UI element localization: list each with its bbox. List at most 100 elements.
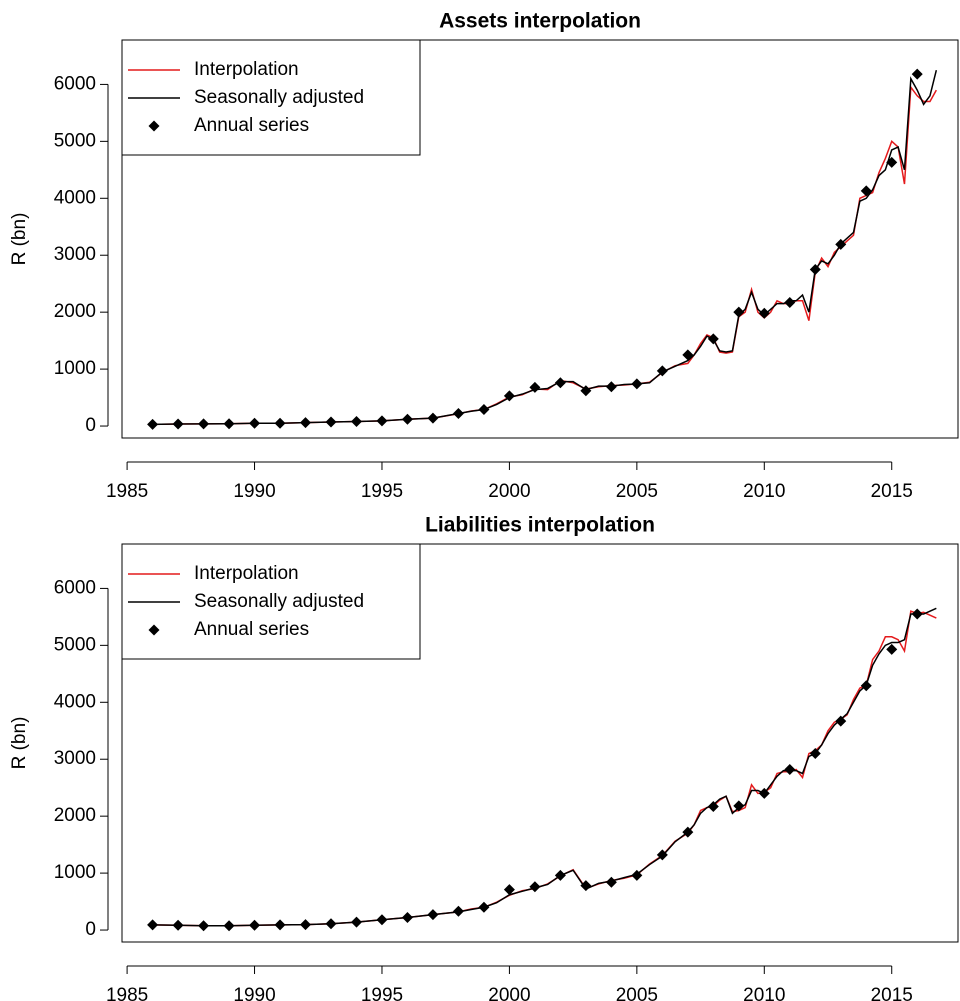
panel: Liabilities interpolation 0 1000 2000 3000 40… bbox=[9, 514, 959, 1001]
legend-label: Annual series bbox=[194, 115, 309, 136]
annual-point bbox=[376, 415, 388, 427]
annual-point bbox=[656, 849, 668, 861]
annual-point bbox=[580, 880, 592, 892]
annual-point bbox=[503, 884, 515, 896]
annual-point bbox=[682, 826, 694, 838]
annual-point bbox=[605, 876, 617, 888]
y-tick-label: 5000 bbox=[54, 634, 96, 655]
annual-point bbox=[223, 418, 235, 430]
x-tick-label: 2015 bbox=[871, 481, 913, 502]
annual-point bbox=[631, 869, 643, 881]
annual-point bbox=[300, 919, 312, 931]
annual-point bbox=[656, 365, 668, 377]
annual-point bbox=[835, 238, 847, 250]
annual-point bbox=[886, 156, 898, 168]
y-tick-label: 0 bbox=[85, 415, 96, 436]
annual-point bbox=[452, 905, 464, 917]
x-tick-label: 2000 bbox=[488, 481, 530, 502]
plot-frame bbox=[121, 543, 959, 943]
annual-point bbox=[707, 333, 719, 345]
annual-point bbox=[172, 418, 184, 430]
y-axis-label: R (bn) bbox=[9, 717, 30, 770]
x-tick-label: 2010 bbox=[743, 985, 785, 1001]
annual-point bbox=[350, 415, 362, 427]
y-tick-label: 6000 bbox=[54, 577, 96, 598]
annual-point bbox=[198, 418, 210, 430]
annual-point bbox=[325, 416, 337, 428]
annual-point bbox=[529, 381, 541, 393]
y-tick-label: 4000 bbox=[54, 691, 96, 712]
annual-point bbox=[733, 306, 745, 318]
annual-point bbox=[401, 912, 413, 924]
annual-point bbox=[478, 404, 490, 416]
y-tick-label: 1000 bbox=[54, 358, 96, 379]
x-tick-label: 1995 bbox=[361, 985, 403, 1001]
annual-point bbox=[274, 919, 286, 931]
annual-point bbox=[325, 918, 337, 930]
annual-point bbox=[172, 919, 184, 931]
annual-point bbox=[401, 413, 413, 425]
annual-point bbox=[427, 412, 439, 424]
x-tick-label: 1985 bbox=[106, 985, 148, 1001]
legend-swatch bbox=[148, 120, 160, 132]
annual-point bbox=[911, 68, 923, 80]
x-tick-label: 1995 bbox=[361, 481, 403, 502]
legend-label: Interpolation bbox=[194, 59, 299, 80]
annual-point bbox=[147, 418, 159, 430]
legend-label: Seasonally adjusted bbox=[194, 87, 364, 108]
annual-point bbox=[350, 916, 362, 928]
annual-point bbox=[835, 715, 847, 727]
x-tick-label: 1990 bbox=[233, 481, 275, 502]
legend-label: Seasonally adjusted bbox=[194, 591, 364, 612]
x-tick-label: 2010 bbox=[743, 481, 785, 502]
annual-point bbox=[860, 680, 872, 692]
x-tick-label: 2005 bbox=[616, 481, 658, 502]
annual-point bbox=[784, 763, 796, 775]
annual-point bbox=[554, 869, 566, 881]
annual-point bbox=[427, 909, 439, 921]
y-tick-label: 3000 bbox=[54, 748, 96, 769]
y-tick-label: 2000 bbox=[54, 301, 96, 322]
annual-point bbox=[809, 263, 821, 275]
annual-point bbox=[300, 417, 312, 429]
annual-point bbox=[198, 920, 210, 932]
x-tick-label: 1990 bbox=[233, 985, 275, 1001]
annual-point bbox=[554, 377, 566, 389]
annual-point bbox=[223, 920, 235, 932]
annual-point bbox=[478, 901, 490, 913]
y-tick-label: 0 bbox=[85, 919, 96, 940]
annual-point bbox=[733, 800, 745, 812]
y-tick-label: 5000 bbox=[54, 130, 96, 151]
annual-point bbox=[529, 881, 541, 893]
y-tick-label: 4000 bbox=[54, 187, 96, 208]
annual-point bbox=[274, 417, 286, 429]
annual-point bbox=[452, 408, 464, 420]
annual-point bbox=[147, 919, 159, 931]
annual-point bbox=[682, 349, 694, 361]
annual-point bbox=[605, 381, 617, 393]
legend-swatch bbox=[148, 624, 160, 636]
annual-point bbox=[886, 643, 898, 655]
legend-label: Interpolation bbox=[194, 563, 299, 584]
x-tick-label: 2005 bbox=[616, 985, 658, 1001]
y-tick-label: 3000 bbox=[54, 244, 96, 265]
x-tick-label: 2015 bbox=[871, 985, 913, 1001]
series-line bbox=[152, 69, 938, 426]
annual-point bbox=[631, 378, 643, 390]
annual-point bbox=[911, 608, 923, 620]
y-tick-label: 2000 bbox=[54, 805, 96, 826]
panel: Assets interpolation 0 1000 2000 3000 4000 500… bbox=[9, 10, 959, 502]
legend-label: Annual series bbox=[194, 619, 309, 640]
chart-title: Assets interpolation bbox=[439, 10, 641, 33]
annual-point bbox=[758, 307, 770, 319]
y-tick-label: 1000 bbox=[54, 862, 96, 883]
plot-frame bbox=[121, 39, 959, 439]
chart-title: Liabilities interpolation bbox=[425, 514, 655, 537]
annual-point bbox=[580, 385, 592, 397]
annual-point bbox=[503, 390, 515, 402]
x-tick-label: 1985 bbox=[106, 481, 148, 502]
annual-point bbox=[784, 296, 796, 308]
annual-point bbox=[249, 919, 261, 931]
y-axis-label: R (bn) bbox=[9, 213, 30, 266]
